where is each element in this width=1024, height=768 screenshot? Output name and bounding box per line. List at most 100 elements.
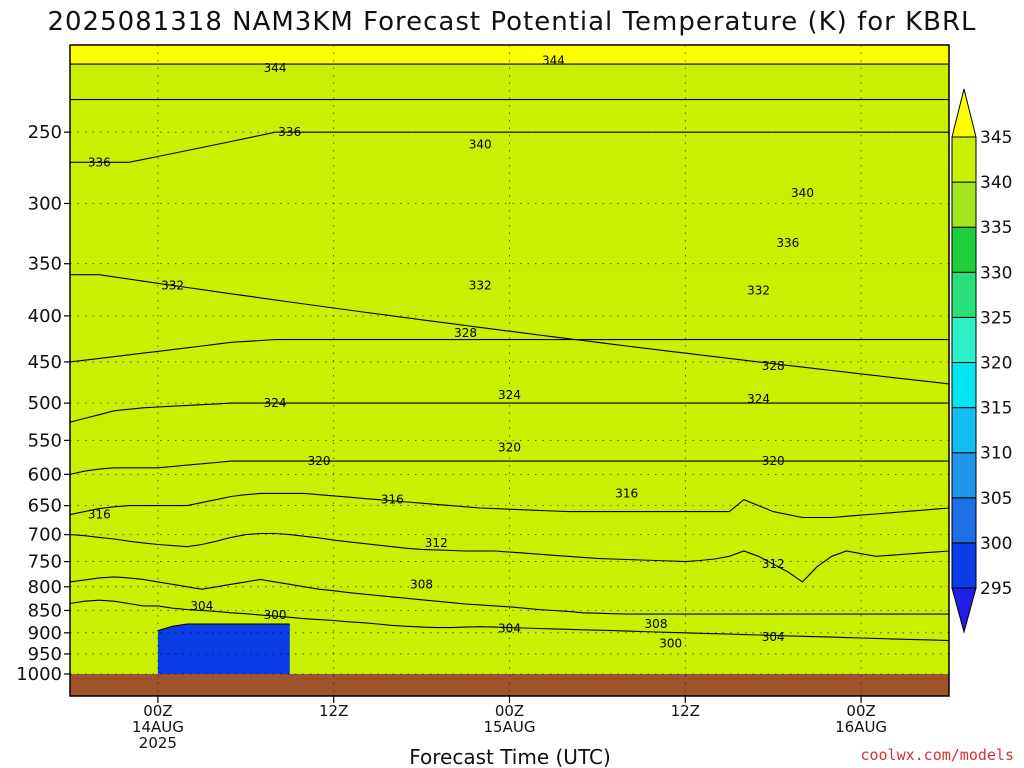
contour-328 (69, 339, 949, 363)
contour-320 (69, 460, 949, 475)
colorbar-segment (951, 542, 977, 589)
colorbar-tick-label: 315 (980, 399, 1012, 419)
contour-label: 340 (791, 186, 814, 200)
contour-336 (70, 131, 949, 163)
colorbar-segment (951, 136, 977, 183)
contour-label: 332 (469, 278, 492, 292)
colorbar-tick-label: 335 (980, 218, 1012, 238)
colorbar-segment (951, 362, 977, 409)
contour-layer (69, 63, 950, 642)
colorbar-segment (951, 497, 977, 544)
contour-312 (69, 532, 950, 583)
contour-label: 308 (645, 617, 668, 631)
contour-label: 320 (762, 454, 785, 468)
contour-label: 336 (776, 236, 799, 250)
colorbar-tick-label: 305 (980, 489, 1012, 509)
y-tick-label: 450 (28, 352, 62, 373)
contour-label: 300 (659, 637, 682, 651)
contour-label: 328 (762, 359, 785, 373)
colorbar-bottom-arrow (951, 587, 977, 634)
contour-label: 316 (381, 493, 404, 507)
colorbar-tick-label: 330 (980, 263, 1012, 283)
colorbar-tick-label: 310 (980, 444, 1012, 464)
surface-layer (70, 674, 949, 696)
y-tick-label: 850 (28, 600, 62, 621)
contour-label: 340 (469, 138, 492, 152)
contour-label: 336 (278, 125, 301, 139)
x-tick-label: 00Z (143, 702, 172, 720)
contour-label: 332 (747, 284, 770, 298)
colorbar-segment (951, 271, 977, 318)
y-tick-label: 400 (28, 306, 62, 327)
x-tick-label: 2025 (139, 734, 177, 752)
contour-label: 312 (762, 557, 785, 571)
y-tick-label: 950 (28, 644, 62, 665)
contour-300 (157, 623, 290, 632)
y-tick-label: 500 (28, 393, 62, 414)
contour-label-layer: 344 344 336 340 336 340 336 332 332 332 328 328 324 3… (88, 53, 814, 650)
contour-label: 324 (747, 392, 770, 406)
credit-text: coolwx.com/models (860, 746, 1014, 764)
colorbar-tick-label: 340 (980, 173, 1012, 193)
contour-label: 308 (410, 577, 433, 591)
y-tick-label: 550 (28, 430, 62, 451)
contour-label: 316 (615, 486, 638, 500)
x-tick-label: 12Z (671, 702, 700, 720)
contour-316 (69, 492, 950, 519)
contour-label: 324 (264, 396, 287, 410)
colorbar-tick-label: 325 (980, 308, 1012, 328)
colorbar-segment (951, 407, 977, 454)
x-tick-label: 16AUG (835, 718, 887, 736)
contour-label: 316 (88, 508, 111, 522)
colorbar-tick-label: 345 (980, 128, 1012, 148)
colorbar: 295 300 305 310 315 320 325 330 335 340 345 (951, 88, 1012, 634)
colorbar-segment (951, 226, 977, 273)
x-tick-label: 00Z (846, 702, 875, 720)
contour-label: 304 (498, 621, 521, 635)
y-axis: 2503003504004505005506006507007508008509… (16, 122, 70, 685)
y-tick-label: 250 (28, 122, 62, 143)
colorbar-segment (951, 181, 977, 228)
x-tick-label: 12Z (319, 702, 348, 720)
y-tick-label: 1000 (16, 664, 62, 685)
contour-label: 344 (542, 53, 565, 67)
colorbar-tick-label: 295 (980, 579, 1012, 599)
x-tick-label: 00Z (495, 702, 524, 720)
x-axis-label: Forecast Time (UTC) (409, 745, 611, 768)
contour-label: 304 (762, 630, 785, 644)
colorbar-tick-label: 320 (980, 354, 1012, 374)
y-tick-label: 350 (28, 254, 62, 275)
contour-label: 312 (425, 536, 448, 550)
contour-324 (69, 402, 949, 423)
y-tick-label: 800 (28, 577, 62, 598)
colorbar-segment (951, 452, 977, 499)
band-298 (157, 624, 290, 674)
colorbar-tick-label: 300 (980, 534, 1012, 554)
contour-308 (69, 576, 949, 615)
colorbar-segment (951, 316, 977, 363)
y-tick-label: 650 (28, 496, 62, 517)
y-tick-label: 700 (28, 525, 62, 546)
surface-band (70, 674, 949, 696)
contour-label: 336 (88, 155, 111, 169)
contour-304 (69, 599, 950, 642)
contour-label: 344 (264, 61, 287, 75)
y-tick-label: 300 (28, 193, 62, 214)
contour-label: 332 (161, 278, 184, 292)
band-342 (70, 64, 949, 675)
y-tick-label: 600 (28, 464, 62, 485)
x-tick-label: 15AUG (484, 718, 536, 736)
y-tick-label: 750 (28, 552, 62, 573)
x-tick-label: 14AUG (132, 718, 184, 736)
contour-label: 324 (498, 388, 521, 402)
contour-label: 320 (498, 440, 521, 454)
colorbar-top-arrow (951, 88, 977, 138)
contour-label: 300 (264, 608, 287, 622)
chart-title: 2025081318 NAM3KM Forecast Potential Tem… (47, 7, 976, 37)
theta-fill-layer (70, 45, 949, 675)
contour-label: 320 (308, 454, 331, 468)
contour-label: 328 (454, 326, 477, 340)
y-tick-label: 900 (28, 623, 62, 644)
